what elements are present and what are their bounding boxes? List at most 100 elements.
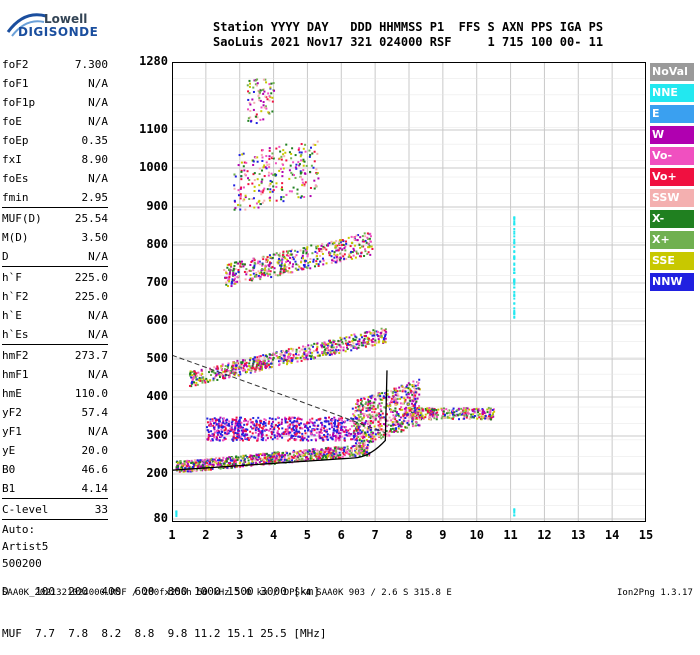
echo-dot xyxy=(486,417,489,420)
echo-dot xyxy=(393,388,396,391)
echo-dot xyxy=(341,449,344,452)
echo-dot xyxy=(388,434,391,437)
echo-dot xyxy=(360,334,363,337)
echo-dot xyxy=(371,340,374,343)
echo-dot xyxy=(304,449,307,452)
echo-dot xyxy=(318,435,321,438)
echo-dot xyxy=(242,199,245,202)
echo-dot xyxy=(350,432,353,435)
param-row-he: h`E N/A xyxy=(2,306,108,325)
echo-dot xyxy=(213,431,216,434)
y-tick-label: 900 xyxy=(146,199,168,213)
echo-dot xyxy=(236,203,239,206)
echo-dot xyxy=(222,420,225,423)
echo-dot xyxy=(289,253,292,256)
echo-dot xyxy=(274,424,277,427)
echo-dot xyxy=(416,414,419,417)
echo-dot xyxy=(353,435,356,438)
echo-dot xyxy=(321,351,324,354)
echo-dot xyxy=(413,424,416,427)
echo-dot xyxy=(299,449,302,452)
echo-dot xyxy=(251,182,254,185)
echo-dot xyxy=(468,408,471,411)
echo-dot xyxy=(206,417,209,420)
echo-dot xyxy=(277,456,280,459)
echo-dot xyxy=(400,425,403,428)
echo-dot xyxy=(350,446,353,449)
echo-dot xyxy=(267,111,270,114)
echo-dot xyxy=(218,431,221,434)
echo-dot xyxy=(369,402,372,405)
echo-dot xyxy=(207,463,210,466)
echo-dot xyxy=(373,425,376,428)
echo-dot xyxy=(247,177,250,180)
echo-dot xyxy=(335,425,338,428)
param-value: 3.50 xyxy=(81,231,109,244)
echo-dot xyxy=(238,418,241,421)
echo-dot xyxy=(325,420,328,423)
echo-dot xyxy=(274,253,277,256)
echo-dot xyxy=(490,416,493,419)
echo-dot xyxy=(244,437,247,440)
echo-dot xyxy=(424,416,427,419)
echo-dot xyxy=(415,392,418,395)
divider xyxy=(2,519,108,520)
echo-dot xyxy=(295,428,298,431)
echo-dot xyxy=(469,416,472,419)
echo-dot xyxy=(353,249,356,252)
echo-dot xyxy=(405,406,408,409)
echo-dot xyxy=(422,416,425,419)
echo-dot xyxy=(427,409,430,412)
echo-dot xyxy=(191,374,194,377)
echo-dot xyxy=(295,357,298,360)
echo-dot xyxy=(309,420,312,423)
echo-dot xyxy=(385,435,388,438)
echo-dot xyxy=(242,367,245,370)
echo-dot xyxy=(336,437,339,440)
echo-dot xyxy=(364,235,367,238)
echo-dot xyxy=(191,378,194,381)
echo-dot xyxy=(321,353,324,356)
echo-dot xyxy=(257,270,260,273)
echo-dot xyxy=(334,429,337,432)
echo-dot xyxy=(350,425,353,428)
echo-dot xyxy=(259,99,262,102)
echo-dot xyxy=(334,254,337,257)
echo-dot xyxy=(410,405,413,408)
echo-dot xyxy=(339,336,342,339)
echo-dot xyxy=(399,397,402,400)
echo-dot xyxy=(433,417,436,420)
echo-dot xyxy=(308,421,311,424)
echo-dot xyxy=(263,356,266,359)
echo-dot xyxy=(325,450,328,453)
echo-dot xyxy=(364,344,367,347)
echo-dot xyxy=(191,370,194,373)
echo-dot xyxy=(322,346,325,349)
echo-dot xyxy=(257,94,260,97)
echo-dot xyxy=(215,430,218,433)
echo-dot xyxy=(383,336,386,339)
echo-dot xyxy=(372,420,375,423)
echo-dot xyxy=(267,92,270,95)
echo-dot xyxy=(204,464,207,467)
echo-dot xyxy=(252,427,255,430)
echo-dot xyxy=(269,191,272,194)
echo-dot xyxy=(204,459,207,462)
echo-dot xyxy=(374,417,377,420)
echo-dot xyxy=(513,255,516,258)
echo-dot xyxy=(390,419,393,422)
echo-dot xyxy=(295,348,298,351)
echo-dot xyxy=(309,348,312,351)
echo-dot xyxy=(372,415,375,418)
echo-dot xyxy=(360,255,363,258)
echo-dot xyxy=(334,439,337,442)
echo-dot xyxy=(306,246,309,249)
echo-dot xyxy=(266,256,269,259)
echo-dot xyxy=(371,401,374,404)
echo-dot xyxy=(250,279,253,282)
echo-dot xyxy=(466,414,469,417)
echo-dot xyxy=(463,414,466,417)
param-row-mufd: MUF(D) 25.54 xyxy=(2,209,108,228)
echo-dot xyxy=(338,242,341,245)
echo-dot xyxy=(265,460,268,463)
